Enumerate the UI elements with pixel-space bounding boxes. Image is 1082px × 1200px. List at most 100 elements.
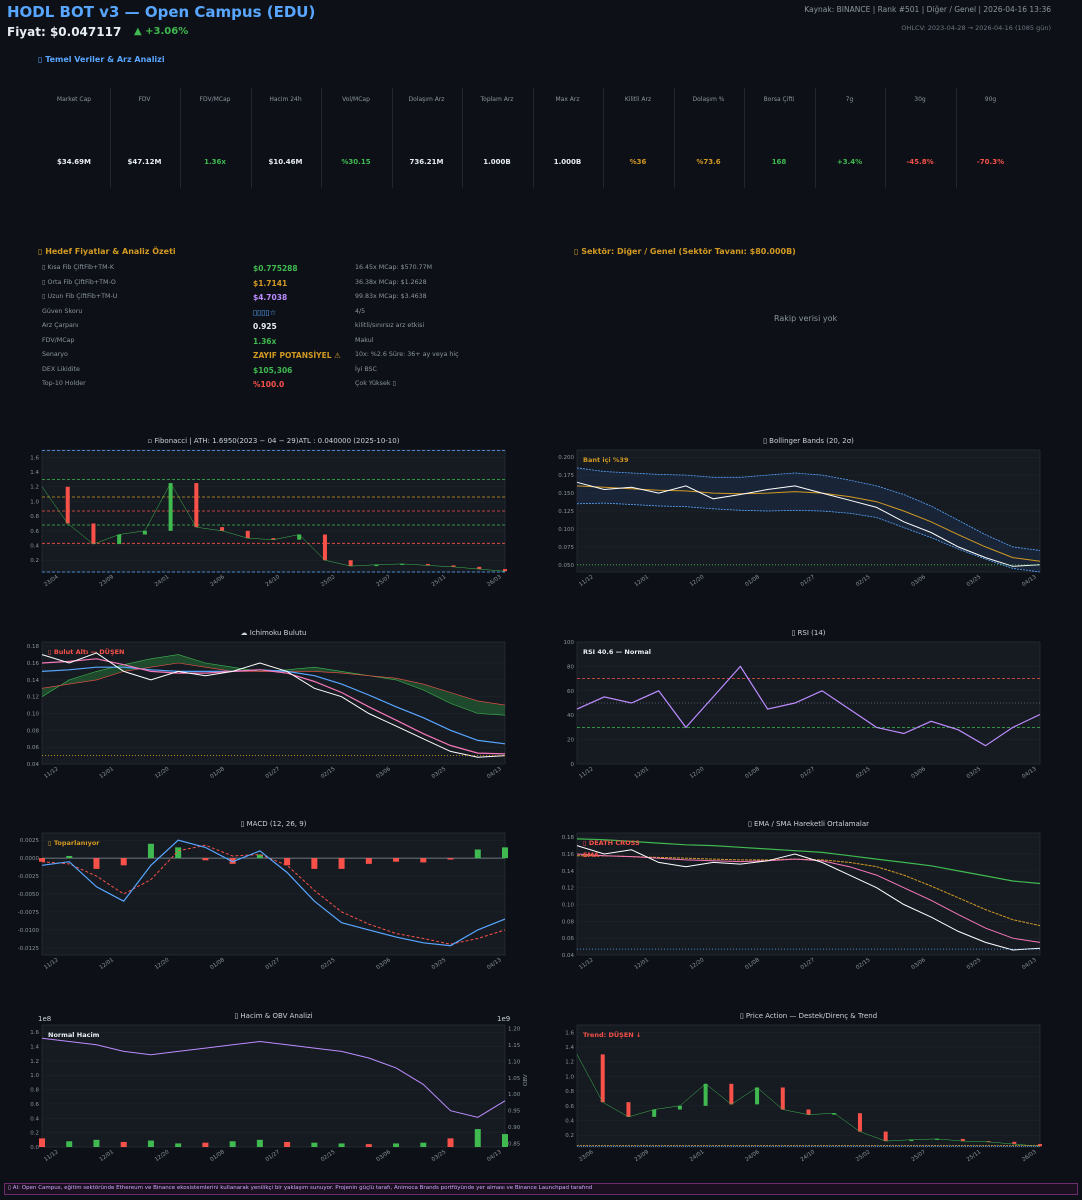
chart-volume: 0.0 0.2 0.4 0.6 0.8 1.0 1.2 1.4 1.6 11/12 12/01 12/… bbox=[30, 1015, 529, 1163]
volume-bar bbox=[420, 1142, 427, 1147]
y-tick-label: 0.125 bbox=[558, 509, 574, 515]
target-label: Arz Çarpanı bbox=[42, 322, 79, 329]
y2-tick-label: 1.05 bbox=[508, 1076, 521, 1082]
candle bbox=[245, 530, 250, 539]
target-label: ▯ Uzun Fib ÇiftFib+TM-U bbox=[42, 293, 118, 300]
metric-fdv-mcap: FDV/MCap 1.36x bbox=[183, 88, 247, 188]
chart-svg: 0 20 40 60 80 100 11/12 12/01 12/20 01/08 01/27 02/… bbox=[564, 640, 1041, 780]
candle bbox=[374, 564, 379, 567]
target-label: FDV/MCap bbox=[42, 336, 75, 344]
current-price: Fiyat: $0.047117 bbox=[7, 25, 122, 39]
x-tick-label: 03/25 bbox=[966, 957, 983, 971]
candle bbox=[400, 563, 405, 565]
x-tick-label: 12/01 bbox=[99, 766, 115, 780]
x-tick-label: 03/06 bbox=[910, 766, 927, 780]
metric-divider bbox=[321, 88, 322, 188]
y-tick-label: 0.4 bbox=[565, 1119, 574, 1125]
x-tick-label: 11/12 bbox=[578, 574, 594, 588]
y-tick-label: 1.6 bbox=[30, 455, 39, 461]
band-fill bbox=[577, 467, 1040, 572]
ema-fast-line bbox=[576, 853, 1041, 943]
y-tick-label: 1.0 bbox=[30, 1073, 39, 1079]
volume-bar bbox=[39, 1138, 45, 1147]
metric-label: Hacim 24h bbox=[269, 96, 302, 103]
chart-title: ☁ Ichimoku Bulutu bbox=[240, 629, 307, 637]
candle bbox=[883, 1131, 888, 1142]
metric-value: 736.21M bbox=[409, 158, 444, 166]
x-tick-label: 24/10 bbox=[265, 574, 282, 588]
chart-annotation: EMA bbox=[583, 851, 599, 859]
candle bbox=[220, 527, 225, 531]
metric-divider bbox=[462, 88, 463, 188]
x-tick-label: 04/13 bbox=[1021, 766, 1038, 780]
y-tick-label: -0.0125 bbox=[18, 946, 40, 952]
y-tick-label: 0.04 bbox=[27, 762, 40, 768]
x-tick-label: 11/12 bbox=[578, 957, 594, 971]
metric-value: $10.46M bbox=[268, 158, 303, 166]
plot-area bbox=[41, 1024, 506, 1148]
obv-line bbox=[41, 1037, 506, 1118]
volume-bar bbox=[202, 1142, 209, 1147]
candle bbox=[986, 1141, 991, 1143]
histogram-bar bbox=[120, 858, 127, 866]
y-tick-label: 1.4 bbox=[30, 1045, 39, 1051]
target-note: 4/5 bbox=[355, 307, 366, 315]
y-tick-label: 0.8 bbox=[30, 514, 39, 520]
metric-label: Toplam Arz bbox=[480, 96, 514, 103]
metric-label: FDV bbox=[138, 96, 151, 103]
histogram-bar bbox=[365, 858, 372, 864]
histogram-bar bbox=[474, 849, 481, 859]
candle bbox=[755, 1087, 760, 1105]
rsi-line bbox=[576, 665, 1041, 747]
metric-divider bbox=[603, 88, 604, 188]
x-tick-label: 12/01 bbox=[99, 1149, 115, 1163]
x-tick-label: 26/03 bbox=[1021, 1149, 1038, 1163]
metric-kilitli-arz: Kilitli Arz %36 bbox=[606, 88, 670, 188]
y-tick-label: 0.2 bbox=[30, 1131, 39, 1137]
target-value: $105,306 bbox=[253, 365, 293, 375]
target-row: Top-10 Holder %100.0 Çok Yüksek ▯ bbox=[42, 380, 462, 392]
y-tick-label: 0.14 bbox=[562, 869, 575, 875]
metric-90g: 90g -70.3% bbox=[959, 88, 1023, 188]
histogram-bar bbox=[147, 843, 154, 859]
y-tick-label: 0.08 bbox=[562, 919, 575, 925]
metric-value: 1.000B bbox=[553, 158, 582, 166]
x-tick-label: 01/27 bbox=[800, 766, 817, 780]
metric-value: -70.3% bbox=[976, 158, 1005, 166]
x-tick-label: 12/20 bbox=[689, 766, 706, 780]
x-tick-label: 24/06 bbox=[744, 1149, 761, 1163]
y-tick-label: 0.4 bbox=[30, 1116, 39, 1122]
chart-title: ▫ Fibonacci | ATH: 1.6950(2023 − 04 − 29… bbox=[147, 437, 400, 445]
candle bbox=[322, 534, 327, 561]
chart-svg: 0.04 0.06 0.08 0.10 0.12 0.14 0.16 0.18 11/12 12/… bbox=[562, 832, 1041, 971]
x-tick-label: 04/13 bbox=[486, 1149, 503, 1163]
target-value: $4.7038 bbox=[253, 293, 288, 302]
target-note: 99.83x MCap: $3.4638 bbox=[355, 293, 427, 300]
chart-title: ▯ RSI (14) bbox=[791, 629, 826, 637]
metric-divider bbox=[391, 88, 393, 188]
y-tick-label: 0.175 bbox=[558, 473, 574, 479]
target-label: ▯ Orta Fib ÇiftFib+TM-O bbox=[42, 278, 116, 286]
y-tick-label: 1.6 bbox=[30, 1030, 39, 1036]
y-tick-label: 0.150 bbox=[558, 491, 574, 497]
y-tick-label: 0.0025 bbox=[20, 838, 40, 844]
target-row: Güven Skoru ▯▯▯▯☆ 4/5 bbox=[42, 308, 462, 320]
x-tick-label: 04/13 bbox=[1021, 957, 1038, 971]
volume-bar bbox=[447, 1138, 454, 1147]
histogram-bar bbox=[229, 858, 236, 864]
volume-bar bbox=[66, 1141, 73, 1147]
candle bbox=[503, 569, 507, 572]
metric-toplam-arz: Toplam Arz 1.000B bbox=[465, 88, 529, 188]
metric-divider bbox=[532, 88, 534, 188]
x-tick-label: 24/01 bbox=[154, 574, 170, 588]
histogram-bar bbox=[311, 858, 318, 869]
metric-value: -45.8% bbox=[906, 158, 934, 166]
x-tick-label: 01/08 bbox=[209, 1149, 226, 1163]
target-row: ▯ Kısa Fib ÇiftFib+TM-K $0.775288 16.45x M… bbox=[42, 264, 462, 276]
x-tick-label: 03/25 bbox=[431, 957, 448, 971]
x-tick-label: 01/08 bbox=[744, 766, 761, 780]
candle bbox=[857, 1113, 862, 1132]
x-tick-label: 03/25 bbox=[966, 766, 983, 780]
chart-price_action: 0.2 0.4 0.6 0.8 1.0 1.2 1.4 1.6 23/06 23/09 24/01 2… bbox=[565, 1024, 1042, 1163]
lower-band bbox=[576, 502, 1041, 573]
